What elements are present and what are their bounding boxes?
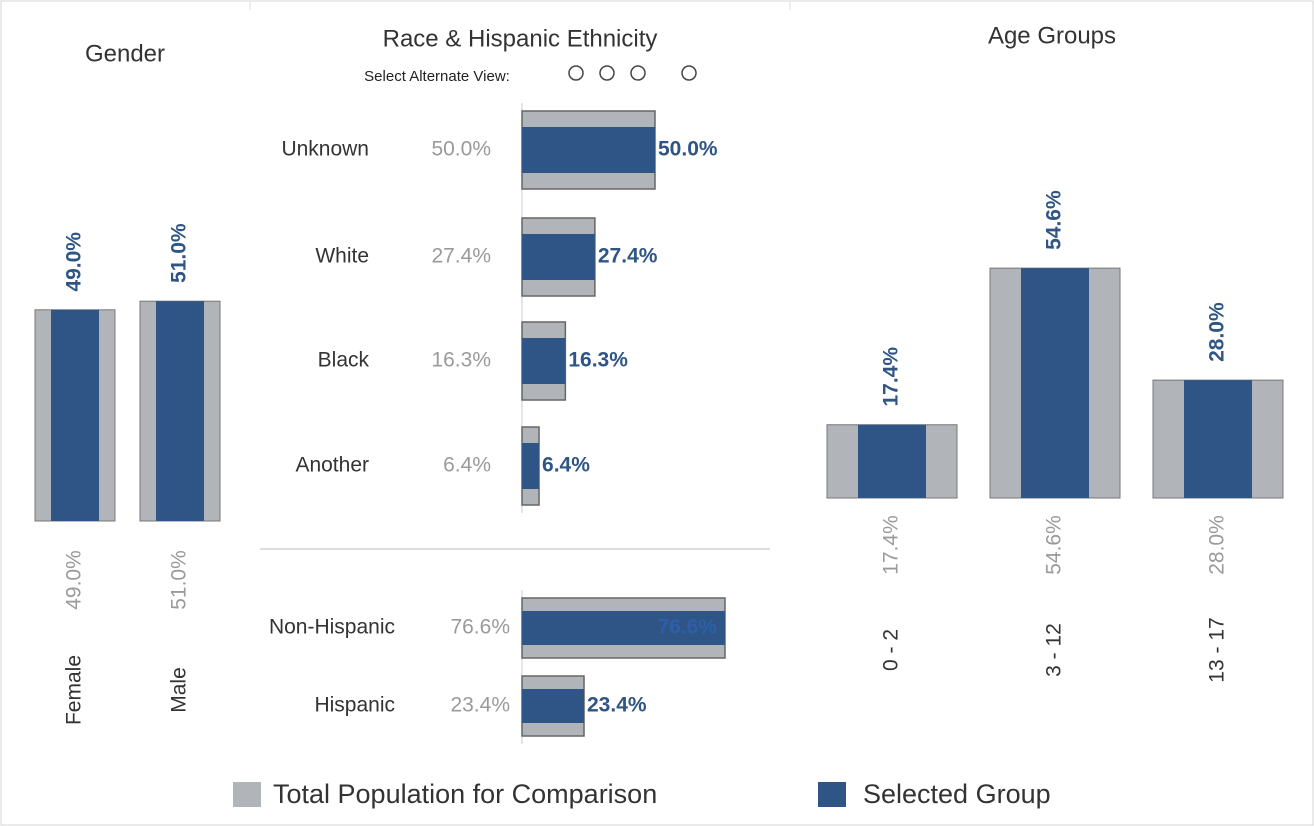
selected-bar	[1021, 268, 1089, 498]
selected-value-label: 54.6%	[1043, 190, 1066, 250]
selected-bar	[858, 424, 926, 498]
selected-bar	[522, 689, 585, 723]
selected-bar	[51, 309, 99, 521]
category-label: 3 - 12	[1043, 623, 1066, 677]
comparison-value-label: 50.0%	[431, 138, 491, 161]
selected-value-label: 17.4%	[880, 347, 903, 407]
category-label: 0 - 2	[880, 629, 903, 671]
legend-swatch	[233, 782, 261, 807]
comparison-value-label: 16.3%	[431, 349, 491, 372]
selected-value-label: 76.6%	[657, 616, 717, 639]
selected-bar	[522, 338, 566, 384]
chart-title: Race & Hispanic Ethnicity	[383, 25, 658, 52]
comparison-value-label: 17.4%	[880, 515, 903, 575]
selected-bar	[1184, 380, 1252, 498]
selected-bar	[156, 301, 204, 521]
category-label: Another	[295, 454, 369, 477]
chart-title: Age Groups	[988, 22, 1116, 49]
selected-bar	[522, 127, 655, 173]
chart-title: Gender	[85, 40, 165, 67]
comparison-value-label: 51.0%	[168, 550, 191, 610]
radio-button[interactable]	[681, 65, 697, 81]
selected-bar	[522, 443, 540, 489]
radio-button[interactable]	[568, 65, 584, 81]
category-label: Female	[63, 655, 86, 725]
category-label: Black	[318, 349, 370, 372]
selected-value-label: 49.0%	[63, 232, 86, 292]
category-label: Unknown	[281, 138, 369, 161]
comparison-value-label: 27.4%	[431, 245, 491, 268]
selected-value-label: 51.0%	[168, 223, 191, 283]
comparison-value-label: 28.0%	[1206, 515, 1229, 575]
category-label: Non-Hispanic	[269, 616, 395, 639]
selected-value-label: 50.0%	[658, 138, 718, 161]
category-label: Male	[168, 667, 191, 713]
comparison-value-label: 23.4%	[450, 694, 510, 717]
legend-swatch	[818, 782, 846, 807]
alt-view-label: Select Alternate View:	[364, 68, 510, 85]
category-label: White	[315, 245, 369, 268]
selected-value-label: 6.4%	[542, 454, 590, 477]
category-label: 13 - 17	[1206, 617, 1229, 682]
selected-value-label: 27.4%	[598, 245, 658, 268]
selected-value-label: 16.3%	[568, 349, 628, 372]
radio-button[interactable]	[599, 65, 615, 81]
comparison-value-label: 49.0%	[63, 550, 86, 610]
radio-button[interactable]	[630, 65, 646, 81]
legend-label: Total Population for Comparison	[273, 779, 657, 809]
category-label: Hispanic	[314, 694, 395, 717]
comparison-value-label: 76.6%	[450, 616, 510, 639]
selected-bar	[522, 611, 725, 645]
selected-value-label: 23.4%	[587, 694, 647, 717]
comparison-value-label: 54.6%	[1043, 515, 1066, 575]
comparison-value-label: 6.4%	[443, 454, 491, 477]
legend-label: Selected Group	[863, 779, 1051, 809]
selected-value-label: 28.0%	[1206, 302, 1229, 362]
selected-bar	[522, 234, 595, 280]
